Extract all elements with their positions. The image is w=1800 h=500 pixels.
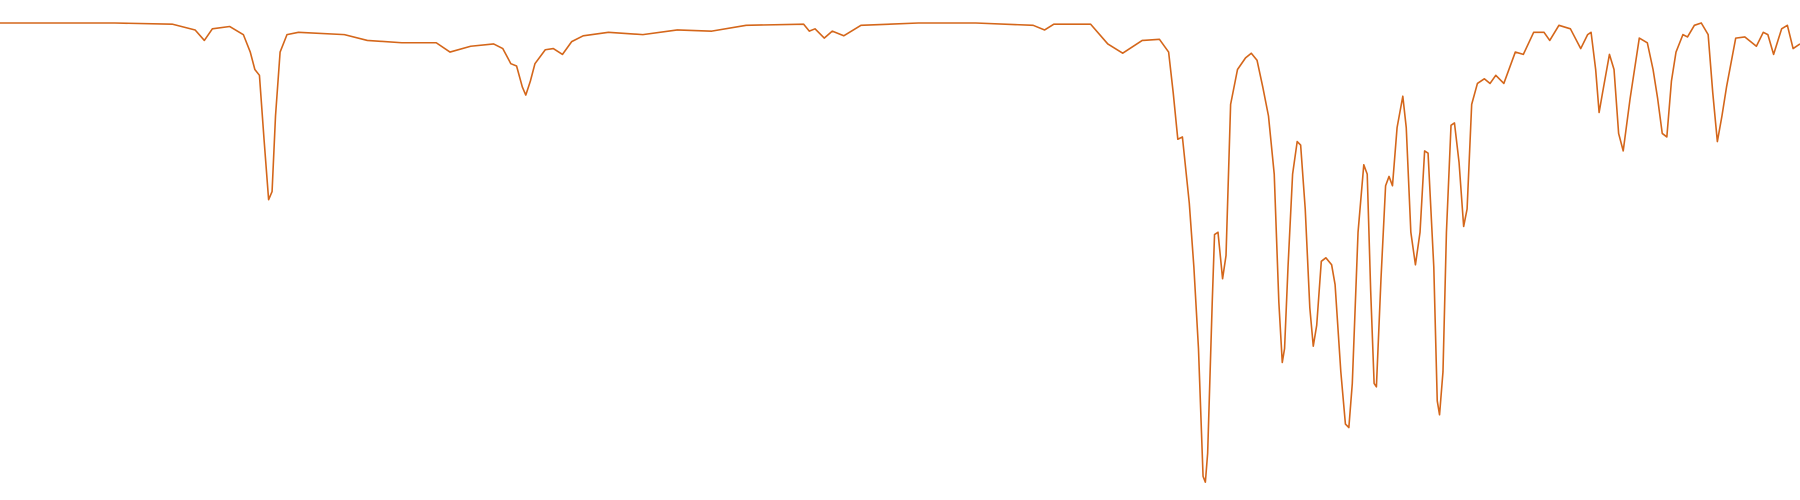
spectrum-line (0, 22, 1800, 483)
